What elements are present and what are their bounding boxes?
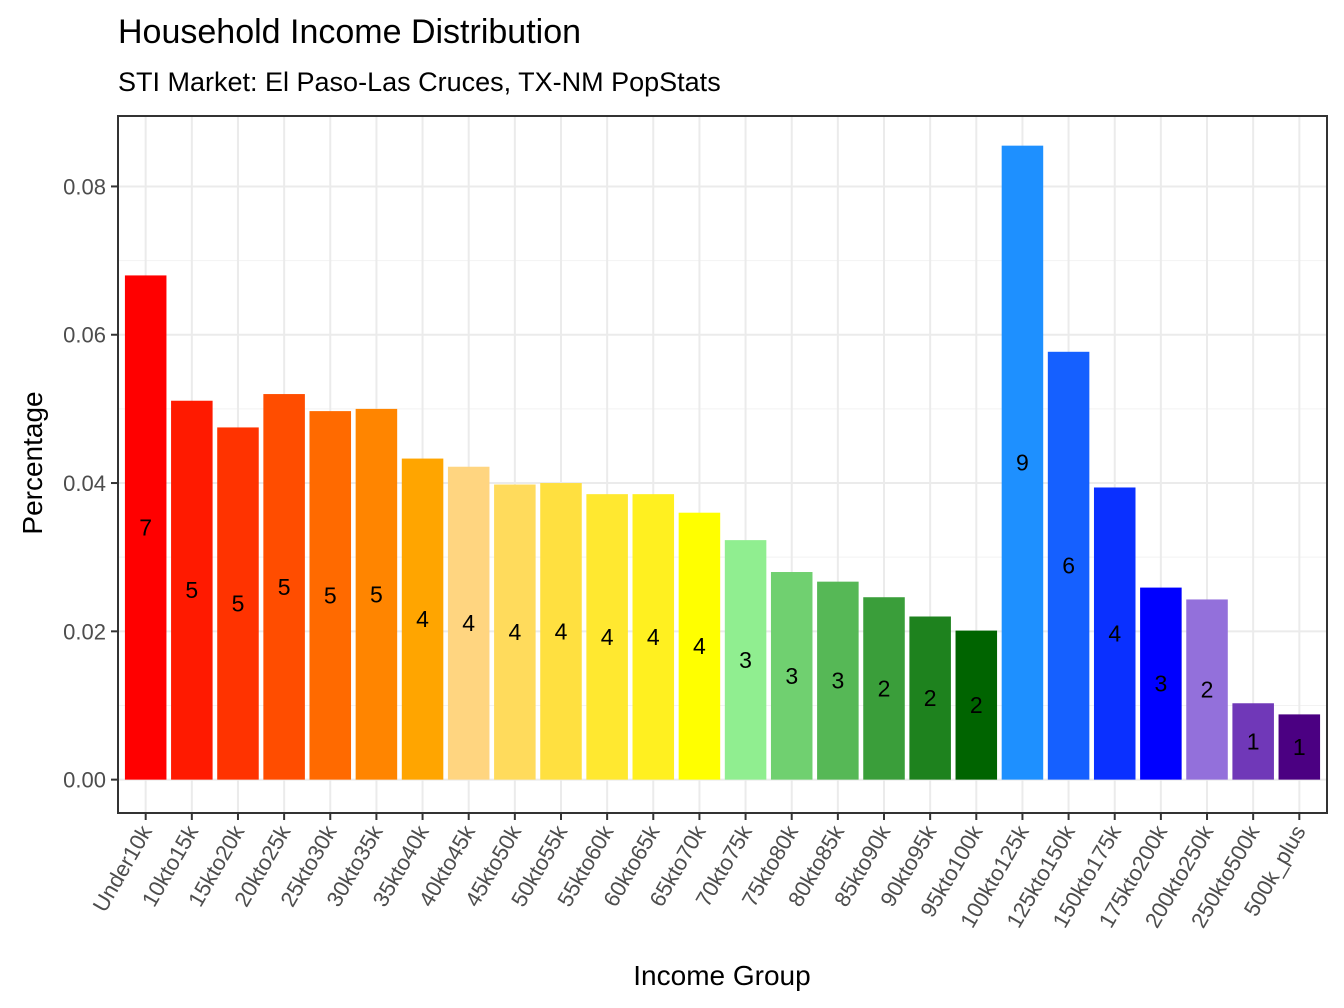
bar-80kto85k	[817, 581, 859, 780]
bar-200kto250k	[1186, 599, 1228, 780]
y-tick-label: 0.00	[63, 768, 106, 793]
bar-label-500k_plus: 1	[1293, 734, 1306, 760]
bar-label-85kto90k: 2	[878, 675, 891, 701]
bar-label-75kto80k: 3	[785, 663, 798, 689]
bar-label-80kto85k: 3	[831, 668, 844, 694]
bar-20kto25k	[263, 394, 305, 780]
y-tick-label: 0.08	[63, 174, 106, 199]
y-tick-label: 0.06	[63, 323, 106, 348]
bar-label-20kto25k: 5	[278, 574, 291, 600]
bar-label-60kto65k: 4	[647, 624, 660, 650]
bar-label-125kto150k: 6	[1062, 553, 1075, 579]
bar-100kto125k	[1001, 145, 1044, 780]
bar-label-40kto45k: 4	[462, 610, 475, 636]
bar-250kto500k	[1232, 703, 1274, 780]
bar-label-250kto500k: 1	[1247, 728, 1260, 754]
panel-border	[117, 115, 1328, 814]
bar-90kto95k	[909, 616, 951, 780]
bar-label-45kto50k: 4	[508, 619, 521, 645]
bar-label-100kto125k: 9	[1016, 450, 1029, 476]
y-axis-title: Percentage	[17, 391, 48, 534]
bar-500k_plus	[1278, 714, 1321, 780]
bar-50kto55k	[540, 483, 582, 780]
bar-Under10k	[124, 275, 167, 780]
bar-label-150kto175k: 4	[1108, 621, 1121, 647]
chart-subtitle: STI Market: El Paso-Las Cruces, TX-NM Po…	[118, 67, 721, 97]
bar-35kto40k	[401, 458, 444, 780]
bar-125kto150k	[1047, 351, 1090, 780]
bar-60kto65k	[632, 494, 675, 780]
bar-10kto15k	[171, 400, 213, 780]
bar-label-65kto70k: 4	[693, 633, 706, 659]
bar-25kto30k	[309, 411, 352, 780]
bar-label-25kto30k: 5	[324, 582, 337, 608]
x-axis-title: Income Group	[633, 960, 810, 991]
bar-label-50kto55k: 4	[555, 618, 568, 644]
bar-65kto70k	[678, 512, 721, 780]
y-tick-label: 0.02	[63, 619, 106, 644]
bar-40kto45k	[447, 466, 490, 780]
bar-15kto20k	[217, 427, 259, 780]
bar-label-55kto60k: 4	[601, 624, 614, 650]
bar-label-90kto95k: 2	[924, 685, 937, 711]
bar-75kto80k	[770, 572, 813, 780]
bar-label-15kto20k: 5	[232, 591, 245, 617]
bar-95kto100k	[955, 630, 998, 780]
bar-70kto75k	[724, 540, 767, 780]
bar-55kto60k	[586, 494, 628, 780]
bar-label-30kto35k: 5	[370, 581, 383, 607]
y-tick-label: 0.04	[63, 471, 106, 496]
bar-label-Under10k: 7	[139, 515, 152, 541]
plot-panel: 7 5 5 5 5 5 4 4 4 4 4 4 4 3 3 3 2 2 2 9 6 4 3 2 1 1 0.00 0.02 0.04 0.…	[63, 115, 1328, 932]
bar-label-70kto75k: 3	[739, 647, 752, 673]
bar-label-200kto250k: 2	[1201, 677, 1214, 703]
bar-label-95kto100k: 2	[970, 692, 983, 718]
bar-label-10kto15k: 5	[185, 577, 198, 603]
bar-150kto175k	[1093, 487, 1136, 780]
chart-title: Household Income Distribution	[118, 13, 581, 51]
bar-label-35kto40k: 4	[416, 606, 429, 632]
bar-45kto50k	[494, 484, 536, 780]
bar-label-175kto200k: 3	[1154, 671, 1167, 697]
bar-175kto200k	[1140, 587, 1182, 780]
bar-30kto35k	[355, 408, 398, 780]
bar-85kto90k	[863, 597, 905, 780]
